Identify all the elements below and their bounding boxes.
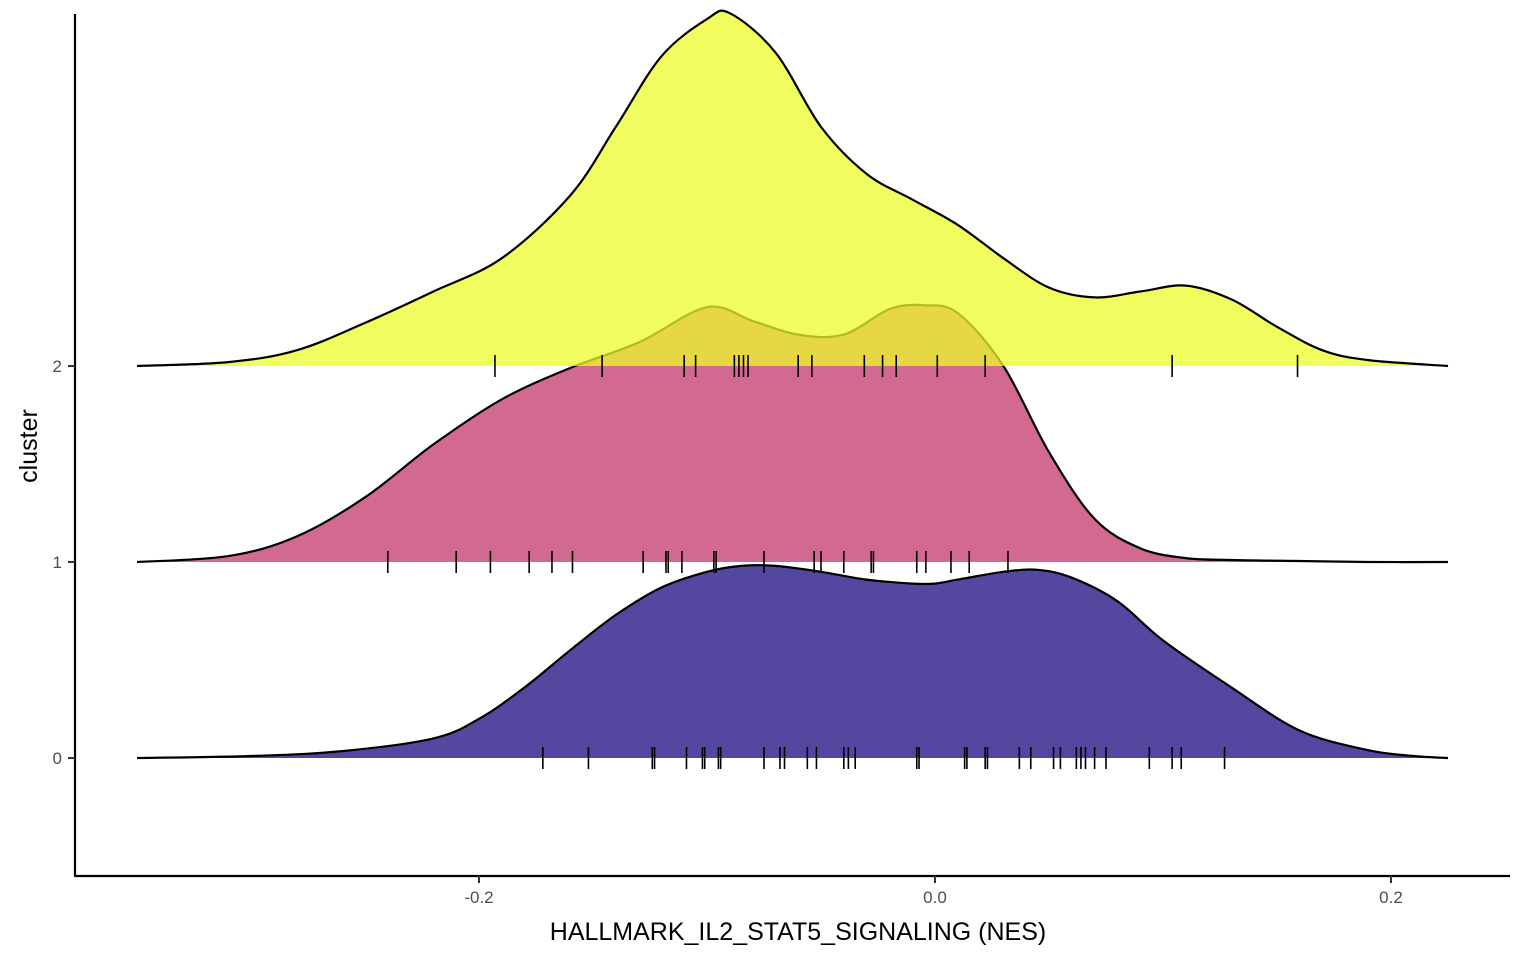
ridges-layer xyxy=(136,9,1449,760)
ridge-area-cluster-2 xyxy=(137,10,1448,367)
y-tick-label-2: 2 xyxy=(53,357,62,376)
ridge-area-cluster-0 xyxy=(137,565,1448,758)
x-axis-title: HALLMARK_IL2_STAT5_SIGNALING (NES) xyxy=(550,918,1046,946)
y-axis-ticks: 0 1 2 xyxy=(53,357,75,768)
y-axis-title: cluster xyxy=(15,409,43,483)
rug-layer xyxy=(386,355,1299,769)
x-tick-label: 0.2 xyxy=(1379,888,1403,907)
x-tick-label: 0.0 xyxy=(923,888,947,907)
x-axis-ticks: -0.2 0.0 0.2 xyxy=(464,876,1403,907)
ridge-line-cluster-2 xyxy=(136,9,1449,368)
ridge-line-cluster-0 xyxy=(136,564,1449,760)
x-tick-label: -0.2 xyxy=(464,888,493,907)
y-tick-label-0: 0 xyxy=(53,749,62,768)
y-tick-label-1: 1 xyxy=(53,553,62,572)
ridge-area-cluster-1 xyxy=(137,304,1448,563)
